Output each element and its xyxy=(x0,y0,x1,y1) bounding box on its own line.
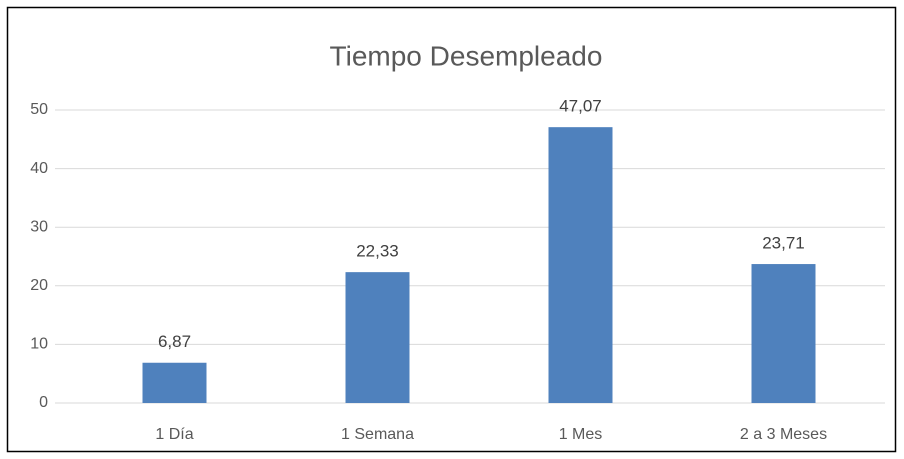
data-label: 47,07 xyxy=(559,97,602,116)
data-label: 6,87 xyxy=(158,332,191,351)
y-tick-label: 10 xyxy=(30,336,48,353)
x-tick-label: 2 a 3 Meses xyxy=(740,426,827,443)
y-tick-label: 30 xyxy=(30,218,48,235)
y-tick-label: 20 xyxy=(30,277,48,294)
y-tick-label: 0 xyxy=(39,394,48,411)
bar xyxy=(345,272,410,403)
x-tick-label: 1 Día xyxy=(155,426,193,443)
data-label: 23,71 xyxy=(762,234,805,253)
y-tick-label: 40 xyxy=(30,160,48,177)
y-tick-label: 50 xyxy=(30,101,48,118)
bar xyxy=(548,127,613,403)
data-label: 22,33 xyxy=(356,242,399,261)
chart-title: Tiempo Desempleado xyxy=(330,40,603,71)
x-tick-label: 1 Semana xyxy=(341,426,414,443)
bar xyxy=(751,264,816,403)
bar xyxy=(142,362,207,403)
x-tick-label: 1 Mes xyxy=(559,426,603,443)
